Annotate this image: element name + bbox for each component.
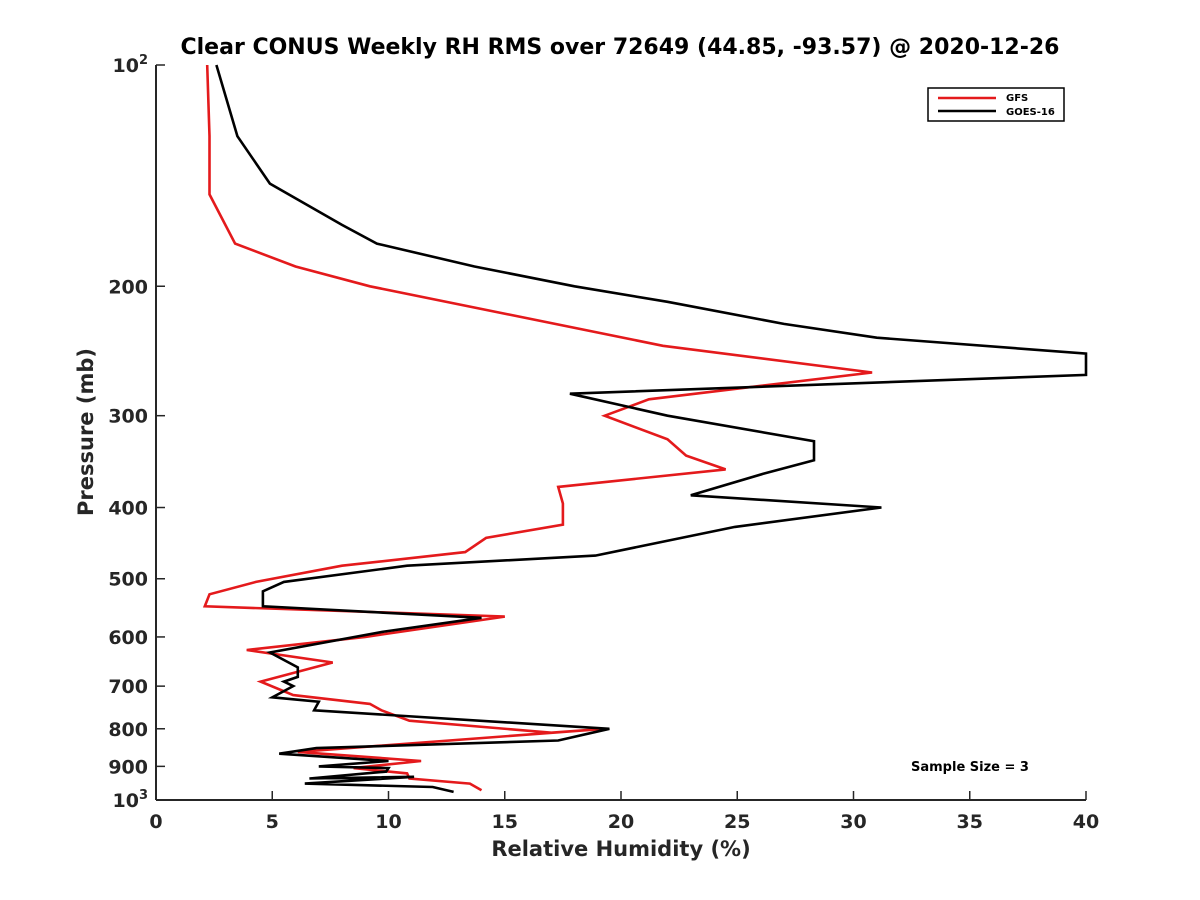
y-tick-label: 500 xyxy=(108,569,148,591)
x-tick-label: 20 xyxy=(608,811,634,833)
x-tick-label: 30 xyxy=(840,811,866,833)
y-tick-label: 200 xyxy=(108,276,148,298)
y-axis-label: Pressure (mb) xyxy=(74,348,98,516)
y-tick-label: 102 xyxy=(113,53,149,77)
x-tick-label: 35 xyxy=(957,811,983,833)
legend-label-gfs: GFS xyxy=(1006,93,1028,104)
y-tick-label: 900 xyxy=(108,756,148,778)
series-line-goes-16 xyxy=(215,64,1088,794)
x-tick-label: 25 xyxy=(724,811,750,833)
x-tick-label: 10 xyxy=(375,811,401,833)
series-line-gfs xyxy=(202,64,873,792)
sample-size-annotation: Sample Size = 3 xyxy=(911,760,1029,775)
y-tick-label: 800 xyxy=(108,719,148,741)
y-tick-label: 300 xyxy=(108,406,148,428)
y-tick-label: 700 xyxy=(108,676,148,698)
y-tick-label: 103 xyxy=(113,788,149,812)
chart-title: Clear CONUS Weekly RH RMS over 72649 (44… xyxy=(181,35,1060,60)
y-tick-label: 400 xyxy=(108,498,148,520)
legend-label-goes16: GOES-16 xyxy=(1006,107,1055,118)
x-tick-label: 40 xyxy=(1073,811,1099,833)
y-tick-label: 600 xyxy=(108,627,148,649)
legend-box xyxy=(927,87,1065,122)
x-tick-label: 15 xyxy=(492,811,518,833)
x-tick-label: 5 xyxy=(266,811,279,833)
legend: GFS GOES-16 xyxy=(927,87,1065,122)
x-tick-label: 0 xyxy=(149,811,162,833)
x-axis-label: Relative Humidity (%) xyxy=(491,837,750,861)
